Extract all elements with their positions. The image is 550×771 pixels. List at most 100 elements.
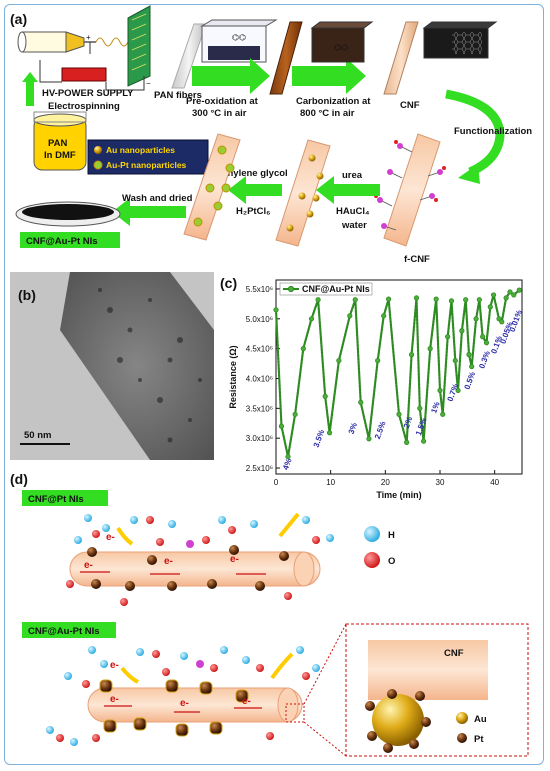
y-tick-label: 4.5x10⁶ xyxy=(246,345,273,354)
inset-au-label: Au xyxy=(474,714,487,725)
data-point xyxy=(292,411,298,417)
x-tick-label: 20 xyxy=(381,478,390,487)
data-point xyxy=(322,393,328,399)
fcnf-label: f-CNF xyxy=(404,254,430,265)
o-atom-legend-icon xyxy=(364,552,380,568)
electron-label-6: e- xyxy=(110,660,119,671)
syringe-icon xyxy=(17,31,129,53)
data-point xyxy=(469,363,475,370)
data-point xyxy=(347,313,353,319)
data-point xyxy=(440,411,446,417)
electron-label-7: e- xyxy=(180,698,189,709)
inset-pt-particles xyxy=(365,689,431,753)
haucl4-label: HAuCl₄ xyxy=(336,206,370,217)
x-tick-label: 40 xyxy=(490,478,499,487)
data-point xyxy=(326,430,333,436)
x-tick-label: 10 xyxy=(326,478,335,487)
data-point xyxy=(427,346,433,352)
green-block-arrow-left-icon-2 xyxy=(228,176,282,204)
carb-label-1: Carbonization at xyxy=(296,96,371,107)
functionalization-label: Functionalization xyxy=(454,126,532,137)
data-point xyxy=(455,387,461,394)
electron-label-1: e- xyxy=(84,560,93,571)
h-legend-label: H xyxy=(388,530,395,541)
y-tick-label: 2.5x10⁶ xyxy=(246,464,273,473)
o-legend-label: O xyxy=(388,556,395,567)
cnf-rod xyxy=(383,21,419,95)
data-point xyxy=(483,340,490,346)
data-point xyxy=(413,295,420,301)
aupt-fiber-rod xyxy=(183,133,241,241)
data-point xyxy=(285,454,291,460)
data-point xyxy=(503,295,509,301)
np-legend-box: Au nanoparticles Au-Pt nanoparticles xyxy=(87,139,209,175)
figure-frame xyxy=(4,4,544,765)
tag-pt-label: CNF@Pt NIs xyxy=(28,494,84,505)
au-fiber-rod xyxy=(275,139,331,247)
data-point xyxy=(420,438,427,444)
cnf-label: CNF xyxy=(400,100,420,111)
data-point xyxy=(437,387,443,394)
beaker-label-2: In DMF xyxy=(44,150,76,161)
data-point xyxy=(278,423,285,429)
panel-b: (b) 50 nm xyxy=(10,272,214,460)
data-point xyxy=(507,289,513,295)
wash-label: Wash and dried xyxy=(122,193,193,204)
data-point xyxy=(511,292,517,298)
cnf-pt-fiber xyxy=(69,545,321,591)
tag-aupt xyxy=(22,622,116,638)
x-tick-label: 0 xyxy=(274,478,279,487)
power-supply-label: HV-POWER SUPPLY xyxy=(42,88,134,99)
data-point xyxy=(358,399,364,405)
panel-c-label: (c) xyxy=(220,275,237,291)
y-axis-label: Resistance (Ω) xyxy=(228,345,238,408)
beaker-label-1: PAN xyxy=(48,138,67,149)
legend-marker xyxy=(287,285,295,293)
data-point xyxy=(381,313,387,319)
collector-icon xyxy=(127,5,151,87)
green-block-arrow-left-icon-1 xyxy=(316,176,380,204)
data-point xyxy=(366,436,372,442)
data-point xyxy=(499,319,505,325)
concentration-label: 2% xyxy=(402,415,414,429)
concentration-label: 4% xyxy=(281,457,293,471)
electron-label-8: e- xyxy=(242,696,251,707)
svg-text:⌬⌬: ⌬⌬ xyxy=(232,33,246,42)
y-tick-label: 3.0x10⁶ xyxy=(246,434,273,443)
data-point xyxy=(487,304,493,310)
panel-c: (c) 0 10 20 30 40 2.5x10⁶ 3.0x10⁶ 3.5x10⁶ 4.0x10… xyxy=(220,275,524,500)
data-point xyxy=(476,297,482,303)
electron-label-4: e- xyxy=(230,554,239,565)
data-point xyxy=(375,357,381,364)
preox-label-1: Pre-oxidation at xyxy=(186,96,259,107)
electron-label-3: e- xyxy=(164,556,173,567)
inset-cnf-label: CNF xyxy=(444,648,464,659)
inset-pt-legend-icon xyxy=(457,733,467,743)
data-point xyxy=(433,296,439,302)
power-supply-icon: + − xyxy=(39,33,151,91)
svg-text:⌬⌬: ⌬⌬ xyxy=(334,43,348,52)
svg-text:+: + xyxy=(86,33,91,42)
y-tick-label: 5.0x10⁶ xyxy=(246,315,273,324)
y-tick-label: 5.5x10⁶ xyxy=(246,285,273,294)
tag-aupt-label: CNF@Au-Pt NIs xyxy=(28,626,100,637)
pan-fibers-label: PAN fibers xyxy=(154,90,202,101)
data-point xyxy=(336,357,342,364)
green-block-arrow-up-icon xyxy=(22,72,38,106)
panel-d: (d) CNF@Pt NIs H O e- e- e- e- xyxy=(10,471,529,757)
green-curved-arrow-icon xyxy=(445,89,505,184)
data-point xyxy=(315,297,321,303)
panel-a-label: (a) xyxy=(10,11,27,27)
water-label: water xyxy=(341,220,367,231)
h2ptcl6-label: H₂PtCl₆ xyxy=(236,206,270,217)
data-point xyxy=(473,316,479,322)
panel-d-label: (d) xyxy=(10,471,28,487)
urea-label: urea xyxy=(342,170,363,181)
data-point xyxy=(466,352,472,358)
data-point xyxy=(308,316,315,322)
cnf-sample-box xyxy=(422,21,498,59)
cnf-aupt-fiber xyxy=(87,679,303,737)
panel-b-label: (b) xyxy=(18,287,36,303)
data-point xyxy=(386,296,392,302)
green-block-arrow-right-icon-1 xyxy=(192,58,270,94)
